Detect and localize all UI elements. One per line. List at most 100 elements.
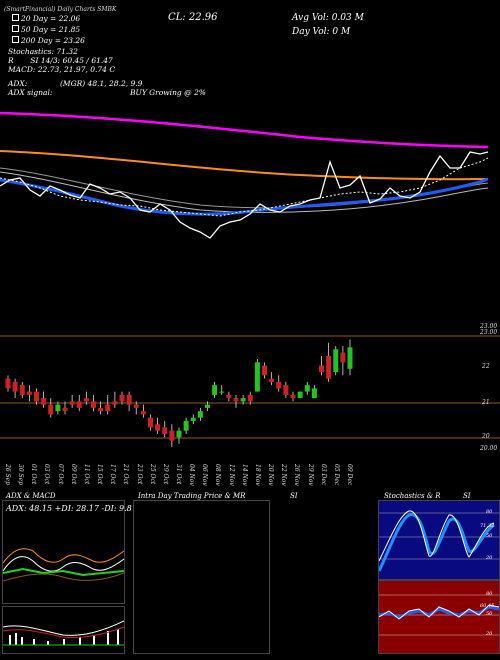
candle-body [190,417,196,421]
date-label: 17 Oct [109,464,117,485]
candle-body [48,404,54,415]
candle-body [5,378,11,389]
date-label: 09 Dec [346,464,353,486]
rsi-label: R SI 14/3: 60.45 / 61.47 [8,56,113,65]
candle-body [41,398,47,405]
candle-body [183,420,189,431]
candle-body [290,394,296,399]
adx-panel-values: ADX: 48.15 +DI: 28.17 -DI: 9.8 [6,504,132,513]
candle-body [69,401,75,405]
candle-body [140,411,146,415]
candle-body [226,394,232,399]
candle-body [247,394,253,402]
price-tick-20b: 20.00 [480,445,498,452]
candle-body [219,391,225,393]
candle-body [55,404,61,412]
date-label: 29 Oct [161,464,169,485]
ema-orange-line [0,150,489,181]
date-label: 01 Oct [30,464,38,485]
date-label: 12 Nov [227,464,235,486]
candle-body [254,362,260,392]
header-line: (SmartFinancial) Daily Charts SMBK [4,6,117,13]
candle-body [311,388,317,399]
ema-gray-line-1 [0,167,489,209]
candle-body [333,349,339,373]
candle-body [319,365,324,373]
candle-body [233,398,239,402]
candle-body [83,398,89,402]
adx-panel-title: ADX & MACD [6,492,56,500]
candle-body [283,385,289,395]
candle-body [119,394,125,402]
candle-body [276,381,282,389]
price-tick-22: 22 [482,363,490,370]
date-label: 21 Oct [122,464,130,485]
macd-label: MACD: 22.73, 21.97, 0.74 C [8,65,116,74]
date-label: 08 Nov [214,464,222,486]
intraday-panel [133,500,270,654]
ema-gray-line-2 [0,171,489,213]
candle-body [269,378,275,382]
date-label: 25 Oct [148,464,156,485]
stoch-tick-50: 50 [486,533,493,539]
candle-body [240,398,246,402]
date-label: 06 Nov [201,464,209,486]
candle-body [304,385,310,392]
date-label: 20 Nov [267,464,275,486]
rsi-tick-80: 80 [486,591,493,597]
candle-body [12,381,18,392]
date-label: 03 Oct [43,464,51,485]
day-volume: Day Vol: 0 M [292,27,351,37]
candle-body [162,427,168,434]
candle-body [26,391,32,395]
date-label: 23 Oct [135,464,143,485]
macd-panel [2,606,125,654]
candle-body [347,347,353,369]
candles-group [5,339,353,447]
candle-body [212,385,218,395]
avg-volume: Avg Vol: 0.03 M [292,13,364,23]
candle-body [105,404,111,412]
candle-body [262,365,267,376]
rsi-tick-20: 20 [486,631,493,637]
ema-magenta-line [0,111,489,149]
candle-body [19,385,25,395]
ema200-label: 200 Day = 23.26 [12,36,85,45]
price-tick-top: 23.00 [480,323,498,330]
candle-body [98,407,104,412]
candle-body [205,404,210,408]
candle-body [34,391,39,402]
adx-values: (MGR) 48.1, 28.2, 9.9 [60,79,143,88]
rsi-tick-50: 50 [486,611,493,617]
candle-body [340,352,346,363]
price-tick-top2: 23.00 [480,329,498,336]
candle-body [76,401,82,408]
price-tick-20: 20 [482,433,490,440]
date-label: 14 Nov [240,464,248,486]
candle-body [176,430,182,438]
adx-panel [2,500,125,604]
date-label: 26 Nov [293,464,301,486]
date-label: 11 Oct [82,464,90,485]
price-chart [0,111,500,447]
stochastics-label: Stochastics: 71.32 [8,47,78,56]
candle-body [62,407,68,412]
date-label: 03 Dec [319,464,327,486]
stochastics-panel [378,500,500,580]
date-label: 31 Oct [175,464,182,485]
intraday-panel-title: Intra Day Trading Price & MR [138,492,246,500]
date-label: 09 Oct [69,464,77,485]
price-tick-21: 21 [482,399,490,406]
intraday-si-label: SI [290,492,298,500]
date-label: 26 Sep [4,464,11,486]
date-label: 15 Oct [96,464,104,485]
close-price: CL: 22.96 [168,12,218,23]
adx-label: ADX: [8,79,28,88]
date-label: 18 Nov [253,464,261,486]
date-label: 30 Sep [17,464,25,486]
date-label: 05 Dec [332,464,340,486]
price-white-line [0,151,489,239]
candle-body [112,401,118,405]
stoch-tick-20: 20 [486,555,493,561]
adx-signal-label: ADX signal: [8,88,53,97]
